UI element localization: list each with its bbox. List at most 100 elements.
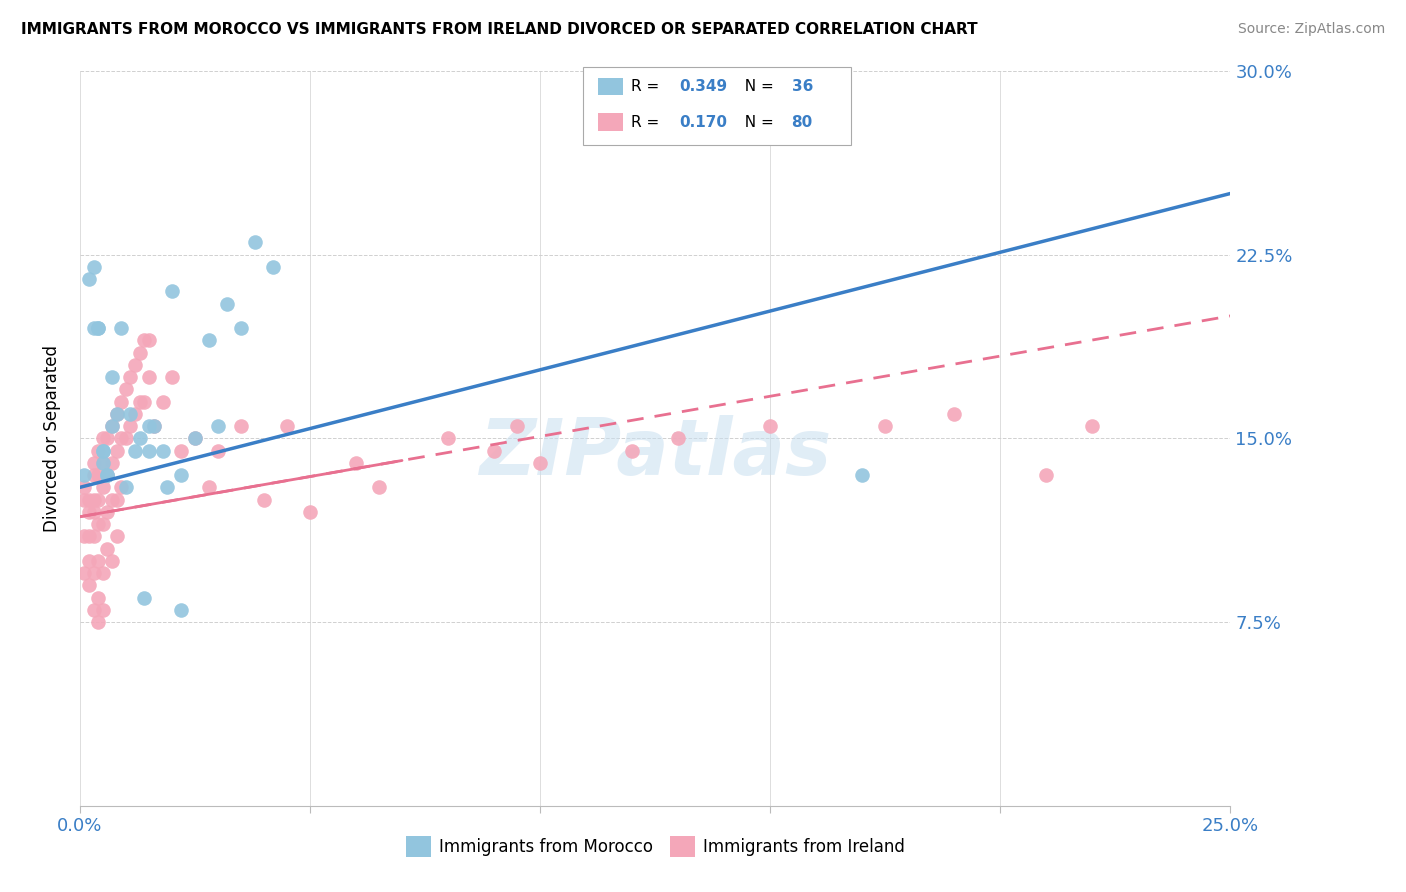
Point [91,566,114,580]
Point [87,492,110,507]
Text: ZIPatlas: ZIPatlas [479,415,831,491]
Point [152,443,174,458]
Point [83,260,105,274]
Point [115,480,138,494]
Text: 0.170: 0.170 [679,115,727,129]
Point [529,456,551,470]
Text: N =: N = [735,115,779,129]
Point [262,260,284,274]
Point [87,321,110,335]
Point [142,419,165,434]
Point [243,235,266,250]
Point [77,578,100,592]
Text: N =: N = [735,79,779,94]
Point [1035,468,1057,483]
Point [138,370,160,384]
Point [96,468,118,483]
Point [134,394,156,409]
Point [1081,419,1104,434]
Text: IMMIGRANTS FROM MOROCCO VS IMMIGRANTS FROM IRELAND DIVORCED OR SEPARATED CORRELA: IMMIGRANTS FROM MOROCCO VS IMMIGRANTS FR… [21,22,977,37]
Text: R =: R = [631,115,665,129]
Point [87,321,110,335]
Point [110,480,132,494]
Point [120,407,142,421]
Point [110,321,132,335]
Point [83,505,105,519]
Point [83,456,105,470]
Point [87,443,110,458]
Point [105,529,128,543]
Point [73,480,96,494]
Point [83,603,105,617]
Text: 80: 80 [792,115,813,129]
Point [91,480,114,494]
Point [943,407,966,421]
Point [91,443,114,458]
Point [77,505,100,519]
Point [87,591,110,605]
Point [101,370,124,384]
Point [875,419,897,434]
Point [87,615,110,629]
Point [77,272,100,286]
Point [128,345,150,359]
Point [851,468,873,483]
Point [138,443,160,458]
Point [96,431,118,445]
Point [73,492,96,507]
Point [91,603,114,617]
Point [482,443,505,458]
Point [142,419,165,434]
Point [73,529,96,543]
Point [105,407,128,421]
Point [101,419,124,434]
Point [83,492,105,507]
Point [152,394,174,409]
Point [128,431,150,445]
Point [124,358,146,372]
Point [96,541,118,556]
Point [91,517,114,532]
Point [115,383,138,397]
Point [506,419,529,434]
Point [83,468,105,483]
Point [83,321,105,335]
Point [73,566,96,580]
Point [160,370,183,384]
Point [83,566,105,580]
Point [101,456,124,470]
Point [91,431,114,445]
Point [344,456,367,470]
Point [91,443,114,458]
Point [105,492,128,507]
Point [229,419,252,434]
Point [621,443,644,458]
Point [77,554,100,568]
Point [134,334,156,348]
Point [101,554,124,568]
Point [105,407,128,421]
Point [207,419,229,434]
Point [184,431,207,445]
Point [96,468,118,483]
Point [437,431,460,445]
Point [138,419,160,434]
Point [253,492,276,507]
Point [77,492,100,507]
Point [87,554,110,568]
Point [170,468,193,483]
Point [120,419,142,434]
Point [759,419,782,434]
Point [83,529,105,543]
Point [298,505,321,519]
Point [105,443,128,458]
Point [110,431,132,445]
Point [120,370,142,384]
Point [87,517,110,532]
Text: R =: R = [631,79,665,94]
Text: Source: ZipAtlas.com: Source: ZipAtlas.com [1237,22,1385,37]
Point [134,591,156,605]
Point [666,431,689,445]
Point [96,468,118,483]
Point [101,492,124,507]
